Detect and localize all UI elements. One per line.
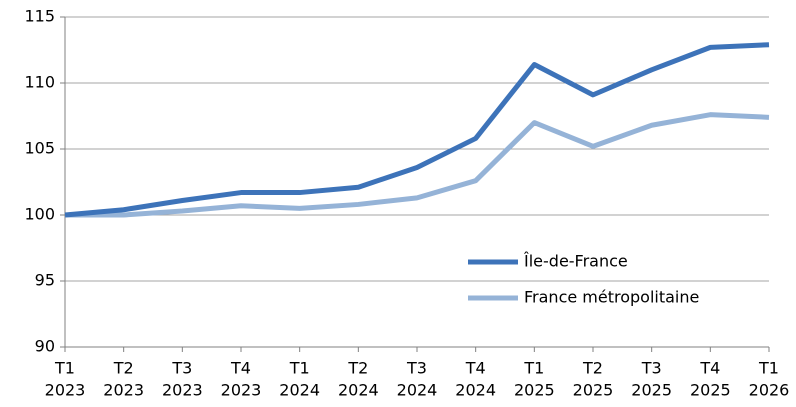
x-tick-label: 2023 bbox=[45, 381, 86, 400]
series-line bbox=[64, 42, 770, 218]
x-tick-label: T3 bbox=[406, 359, 427, 378]
x-tick-label: 2024 bbox=[455, 381, 496, 400]
legend-label: Île-de-France bbox=[523, 252, 628, 271]
y-tick-label: 100 bbox=[24, 205, 55, 224]
x-tick-label: 2023 bbox=[103, 381, 144, 400]
x-tick-label: T4 bbox=[699, 359, 720, 378]
x-tick-label: 2025 bbox=[573, 381, 614, 400]
x-tick-label: T1 bbox=[523, 359, 544, 378]
x-tick-label: T2 bbox=[582, 359, 603, 378]
x-tick-label: 2024 bbox=[338, 381, 379, 400]
x-tick-label: T1 bbox=[758, 359, 779, 378]
x-tick-label: 2024 bbox=[397, 381, 438, 400]
x-tick-label: 2025 bbox=[690, 381, 731, 400]
x-tick-label: T3 bbox=[171, 359, 192, 378]
x-tick-label: T3 bbox=[641, 359, 662, 378]
x-tick-label: 2023 bbox=[162, 381, 203, 400]
y-tick-label: 115 bbox=[24, 7, 55, 26]
legend-label: France métropolitaine bbox=[524, 288, 699, 307]
x-tick-label: T1 bbox=[289, 359, 310, 378]
series-line bbox=[65, 112, 770, 218]
x-tick-label: T4 bbox=[465, 359, 486, 378]
x-tick-label: 2025 bbox=[514, 381, 555, 400]
x-tick-label: 2024 bbox=[279, 381, 320, 400]
x-tick-label: T2 bbox=[113, 359, 134, 378]
y-tick-label: 95 bbox=[35, 271, 55, 290]
x-tick-label: 2026 bbox=[749, 381, 790, 400]
y-tick-label: 90 bbox=[35, 337, 55, 356]
y-tick-label: 110 bbox=[24, 73, 55, 92]
x-tick-label: T2 bbox=[347, 359, 368, 378]
x-tick-label: 2025 bbox=[631, 381, 672, 400]
x-tick-label: T1 bbox=[54, 359, 75, 378]
x-tick-label: 2023 bbox=[221, 381, 262, 400]
x-tick-label: T4 bbox=[230, 359, 251, 378]
y-tick-label: 105 bbox=[24, 139, 55, 158]
